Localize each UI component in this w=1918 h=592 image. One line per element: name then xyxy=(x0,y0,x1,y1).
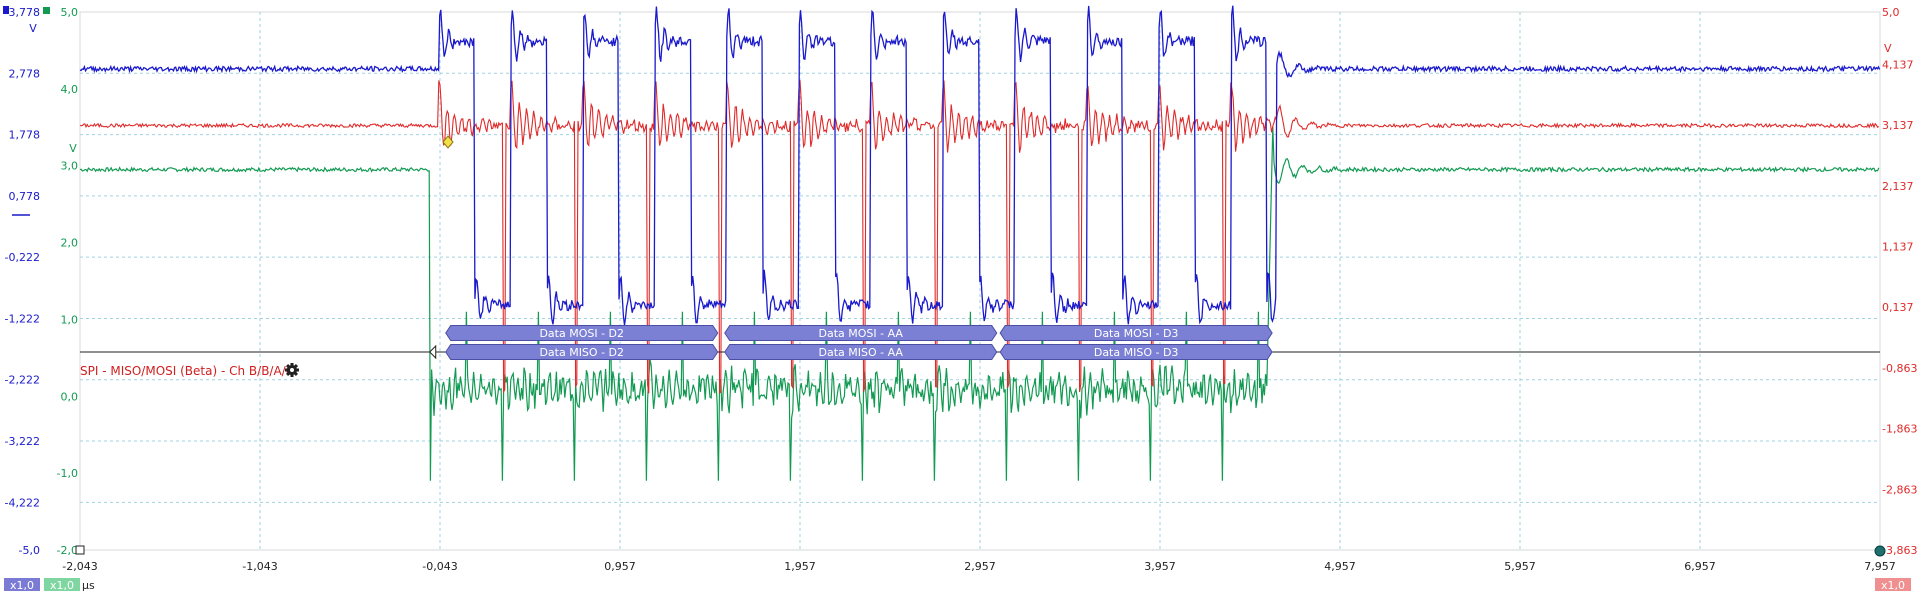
y-tick-label-blue: -5,0 xyxy=(19,544,40,557)
x-tick-label: 7,957 xyxy=(1864,560,1896,573)
zoom-badge-label: x1,0 xyxy=(50,579,74,592)
y-tick-label-green: 1,0 xyxy=(61,313,79,326)
x-tick-label: -0,043 xyxy=(422,560,457,573)
y-tick-label-green: 4,0 xyxy=(61,83,79,96)
zoom-badge[interactable] xyxy=(4,578,40,591)
y-tick-label-green: 5,0 xyxy=(61,6,79,19)
y-tick-label-red: 0,137 xyxy=(1882,301,1914,314)
x-tick-label: 5,957 xyxy=(1504,560,1536,573)
channel-b-marker-icon[interactable] xyxy=(43,7,50,14)
decoder-title: SPI - MISO/MOSI (Beta) - Ch B/B/A/C xyxy=(80,364,294,378)
packet-mosi-label: Data MOSI - D2 xyxy=(539,327,624,340)
ruler-handle-icon[interactable] xyxy=(75,545,85,555)
packet-miso-box[interactable] xyxy=(724,344,998,360)
gear-icon[interactable] xyxy=(285,363,299,377)
channel-a-marker-icon[interactable] xyxy=(3,6,9,14)
misc-markers xyxy=(3,6,1886,557)
y-tick-label-green: 3,0 xyxy=(61,160,79,173)
x-tick-label: 3,957 xyxy=(1144,560,1176,573)
y-tick-label-green: -1,0 xyxy=(57,467,78,480)
packet-miso-box[interactable] xyxy=(445,344,719,360)
bottom-strip xyxy=(0,576,1918,592)
packet-miso-label: Data MISO - D3 xyxy=(1094,346,1179,359)
y-tick-label-blue: 3,778 xyxy=(9,6,41,19)
y-tick-label-red: 5,0 xyxy=(1882,6,1900,19)
y-tick-label-red: 2,137 xyxy=(1882,180,1914,193)
y-tick-label-blue: 0,778 xyxy=(9,190,41,203)
trace-blue xyxy=(79,5,1881,326)
y-tick-label-red: -0,863 xyxy=(1882,362,1917,375)
y-tick-label-red: 4,137 xyxy=(1882,58,1914,71)
y-unit-green: V xyxy=(69,142,77,155)
x-tick-label: 0,957 xyxy=(604,560,636,573)
y-tick-label-green: -2,0 xyxy=(57,544,78,557)
packet-mosi-box[interactable] xyxy=(445,325,719,341)
y-tick-label-green: 2,0 xyxy=(61,237,79,250)
y-tick-label-blue: -3,222 xyxy=(5,435,40,448)
x-tick-label: 4,957 xyxy=(1324,560,1356,573)
packet-miso-label: Data MISO - AA xyxy=(819,346,904,359)
zoom-badge-label: x1,0 xyxy=(10,579,34,592)
y-tick-label-blue: 2,778 xyxy=(9,67,41,80)
gear-icon-hole xyxy=(290,368,294,372)
x-tick-label: 6,957 xyxy=(1684,560,1716,573)
bus-start-marker xyxy=(429,344,437,360)
axis-ticks: -2,043 -1,043 -0,043 0,957 1,957 2,957 3,957 4,… xyxy=(5,6,1918,573)
packet-mosi-label: Data MOSI - AA xyxy=(819,327,904,340)
y-unit-blue: V xyxy=(29,22,37,35)
zoom-badge[interactable] xyxy=(1875,578,1911,591)
packet-miso-box[interactable] xyxy=(999,344,1273,360)
x-tick-label: -1,043 xyxy=(242,560,277,573)
traces xyxy=(79,5,1881,481)
packet-miso-label: Data MISO - D2 xyxy=(539,346,624,359)
grid xyxy=(79,11,1881,551)
y-tick-label-green: 0,0 xyxy=(61,390,79,403)
x-tick-label: 2,957 xyxy=(964,560,996,573)
y-tick-label-red: -2,863 xyxy=(1882,483,1917,496)
y-tick-label-blue: -2,222 xyxy=(5,374,40,387)
ruler-circle-icon[interactable] xyxy=(1874,545,1886,557)
y-tick-label-red: 3,137 xyxy=(1882,119,1914,132)
y-tick-label-red: 1,137 xyxy=(1882,240,1914,253)
y-tick-label-blue: 1,778 xyxy=(9,129,41,142)
y-tick-label-blue: -1,222 xyxy=(5,312,40,325)
packet-mosi-label: Data MOSI - D3 xyxy=(1094,327,1179,340)
bottom-bar: x1,0 x1,0 x1,0 µs xyxy=(0,576,1918,592)
spi-decoder: SPI - MISO/MOSI (Beta) - Ch B/B/A/C Data … xyxy=(80,325,1880,378)
y-unit-red: V xyxy=(1884,42,1892,55)
x-unit-label: µs xyxy=(82,579,95,592)
zoom-badge[interactable] xyxy=(44,578,80,591)
x-tick-label: 1,957 xyxy=(784,560,816,573)
y-tick-label-red: -3,863 xyxy=(1882,544,1917,557)
x-tick-label: -2,043 xyxy=(62,560,97,573)
packet-mosi-box[interactable] xyxy=(999,325,1273,341)
y-tick-label-blue: -4,222 xyxy=(5,496,40,509)
trigger-marker-icon[interactable] xyxy=(442,135,454,149)
zoom-badge-label: x1,0 xyxy=(1881,579,1905,592)
trace-green xyxy=(79,126,1880,481)
packet-mosi-box[interactable] xyxy=(724,325,998,341)
y-tick-label-blue: -0,222 xyxy=(5,251,40,264)
y-tick-label-red: -1,863 xyxy=(1882,423,1917,436)
